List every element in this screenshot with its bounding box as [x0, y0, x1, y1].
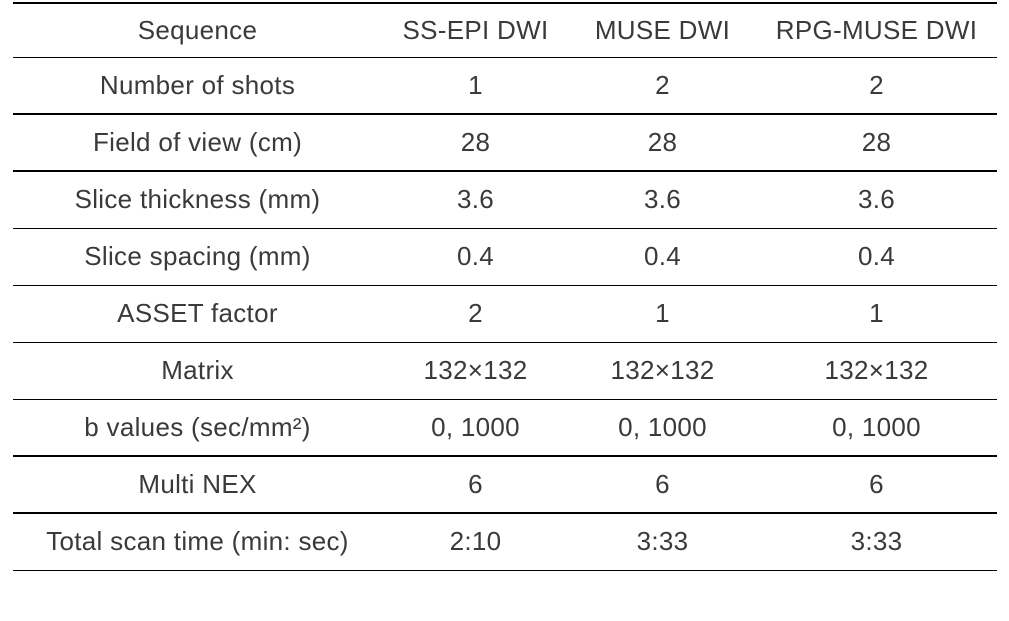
table-header: Sequence SS-EPI DWI MUSE DWI RPG-MUSE DW…: [13, 3, 997, 57]
column-header-muse-dwi: MUSE DWI: [594, 14, 731, 45]
cell-value: 28: [460, 127, 491, 157]
cell-value: 0, 1000: [618, 411, 707, 442]
cell-value: 1: [869, 298, 884, 328]
cell-value: 2: [468, 298, 483, 328]
row-label: ASSET factor: [117, 298, 278, 328]
column-header-ss-epi-dwi: SS-EPI DWI: [402, 14, 549, 45]
table-row: Slice spacing (mm) 0.4 0.4 0.4: [13, 228, 997, 285]
cell-value: 28: [861, 127, 892, 157]
cell-value: 2: [655, 69, 670, 100]
row-label: Slice thickness (mm): [74, 184, 321, 215]
row-label: Matrix: [161, 355, 234, 385]
cell-value: 1: [468, 69, 483, 100]
cell-value: 2: [869, 69, 884, 100]
cell-value: 6: [869, 469, 884, 499]
cell-value: 132×132: [423, 355, 528, 385]
cell-value: 0.4: [456, 241, 495, 271]
cell-value: 3.6: [643, 184, 682, 215]
table-row: Field of view (cm) 28 28 28: [13, 114, 997, 171]
column-header-rpg-muse-dwi: RPG-MUSE DWI: [775, 14, 978, 45]
cell-value: 28: [647, 127, 678, 157]
cell-value: 2:10: [449, 526, 502, 557]
cell-value: 3:33: [850, 526, 903, 557]
row-label: Field of view (cm): [92, 127, 303, 157]
table-row: b values (sec/mm²) 0, 1000 0, 1000 0, 10…: [13, 399, 997, 456]
header-row: Sequence SS-EPI DWI MUSE DWI RPG-MUSE DW…: [13, 3, 997, 57]
table-row: Total scan time (min: sec) 2:10 3:33 3:3…: [13, 513, 997, 570]
table-row: Slice thickness (mm) 3.6 3.6 3.6: [13, 171, 997, 228]
cell-value: 6: [468, 469, 483, 499]
table-body: Number of shots 1 2 2 Field of view (cm)…: [13, 57, 997, 570]
table-row: ASSET factor 2 1 1: [13, 285, 997, 342]
cell-value: 1: [655, 298, 670, 328]
sequence-parameters-table-container: Sequence SS-EPI DWI MUSE DWI RPG-MUSE DW…: [13, 2, 997, 571]
table-row: Multi NEX 6 6 6: [13, 456, 997, 513]
table-row: Matrix 132×132 132×132 132×132: [13, 342, 997, 399]
table-row: Number of shots 1 2 2: [13, 57, 997, 114]
cell-value: 0, 1000: [832, 411, 921, 442]
column-header-sequence: Sequence: [137, 14, 258, 45]
cell-value: 0, 1000: [431, 411, 520, 442]
row-label: Number of shots: [99, 69, 296, 100]
cell-value: 0.4: [857, 241, 896, 271]
cell-value: 3.6: [456, 184, 495, 215]
cell-value: 132×132: [824, 355, 929, 385]
sequence-parameters-table: Sequence SS-EPI DWI MUSE DWI RPG-MUSE DW…: [13, 2, 997, 571]
cell-value: 3:33: [636, 526, 689, 557]
row-label: Slice spacing (mm): [84, 241, 311, 271]
row-label: Multi NEX: [138, 469, 257, 499]
row-label: b values (sec/mm²): [84, 411, 311, 442]
cell-value: 0.4: [643, 241, 682, 271]
cell-value: 132×132: [610, 355, 715, 385]
cell-value: 3.6: [857, 184, 896, 215]
cell-value: 6: [655, 469, 670, 499]
row-label: Total scan time (min: sec): [46, 526, 349, 557]
